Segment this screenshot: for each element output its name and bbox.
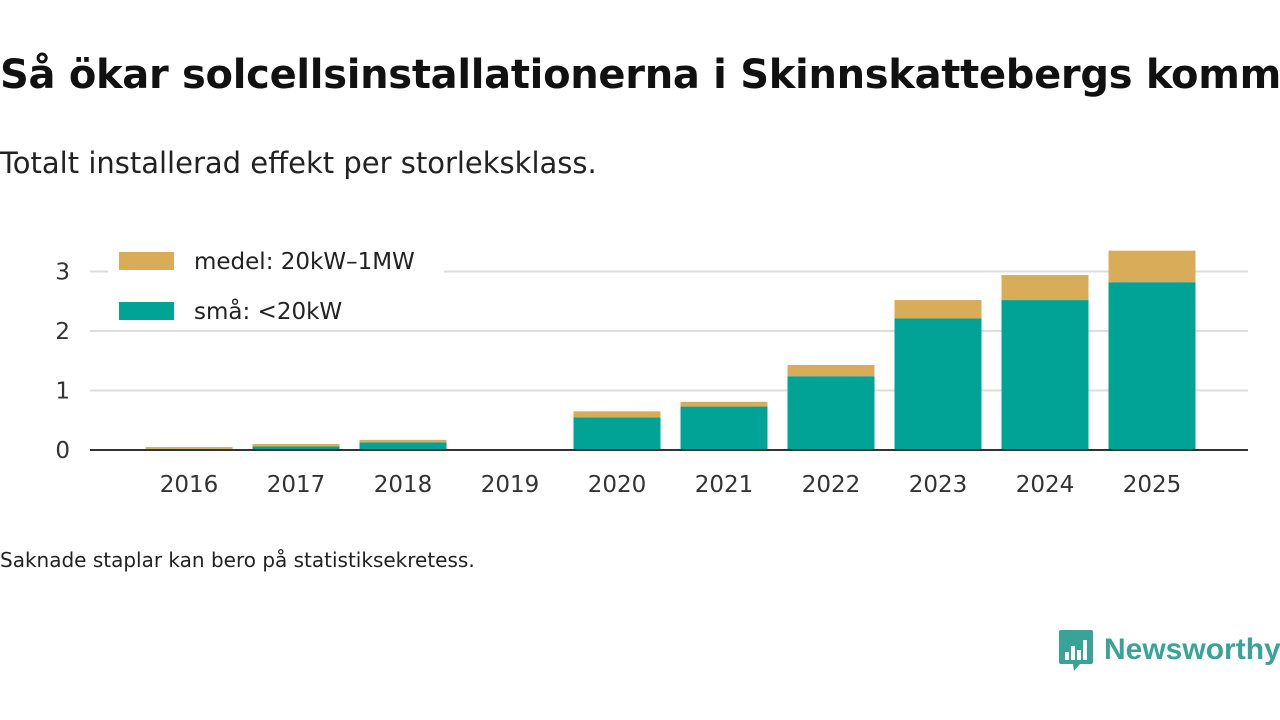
x-tick-label-2019: 2019 bbox=[481, 472, 540, 498]
x-tick-label-2025: 2025 bbox=[1123, 472, 1182, 498]
x-tick-label-2024: 2024 bbox=[1016, 472, 1075, 498]
legend-label-medel: medel: 20kW–1MW bbox=[194, 249, 415, 275]
y-tick-label-1: 1 bbox=[55, 379, 70, 405]
bar-sma-2020 bbox=[573, 417, 661, 450]
axes: 0 1 2 3 2016 2017 2018 2019 2020 2021 2022 2023 2024… bbox=[55, 260, 1248, 498]
chart-title: Så ökar solcellsinstallationerna i Skinn… bbox=[0, 52, 1280, 98]
bar-sma-2022 bbox=[787, 376, 875, 450]
bar-sma-2021 bbox=[680, 406, 768, 450]
legend-label-sma: små: <20kW bbox=[194, 297, 342, 325]
x-tick-label-2017: 2017 bbox=[267, 472, 326, 498]
newsworthy-logo-icon bbox=[1059, 630, 1093, 671]
bar-medel-2017 bbox=[252, 444, 340, 447]
newsworthy-logo[interactable]: Newsworthy bbox=[1058, 628, 1280, 672]
bar-sma-2018 bbox=[359, 442, 447, 450]
x-tick-label-2020: 2020 bbox=[588, 472, 647, 498]
bar-medel-2023 bbox=[894, 300, 982, 319]
bar-medel-2021 bbox=[680, 401, 768, 407]
x-tick-label-2021: 2021 bbox=[695, 472, 754, 498]
x-tick-label-2022: 2022 bbox=[802, 472, 861, 498]
bars bbox=[145, 250, 1196, 450]
bar-medel-2016 bbox=[145, 447, 233, 449]
y-tick-label-2: 2 bbox=[55, 319, 70, 345]
y-tick-label-0: 0 bbox=[55, 438, 70, 464]
bar-sma-2024 bbox=[1001, 300, 1089, 450]
legend: medel: 20kW–1MW små: <20kW bbox=[108, 242, 444, 328]
stacked-bar-chart: 0 1 2 3 2016 2017 2018 2019 2020 2021 2022 2023 2024… bbox=[55, 242, 1248, 498]
bar-medel-2025 bbox=[1108, 250, 1196, 283]
chart-subtitle: Totalt installerad effekt per storlekskl… bbox=[0, 146, 597, 180]
bar-sma-2017 bbox=[252, 446, 340, 450]
y-tick-label-3: 3 bbox=[55, 260, 70, 286]
bar-medel-2020 bbox=[573, 411, 661, 418]
bar-sma-2025 bbox=[1108, 282, 1196, 450]
bar-medel-2024 bbox=[1001, 275, 1089, 301]
bar-sma-2023 bbox=[894, 318, 982, 450]
bar-medel-2018 bbox=[359, 439, 447, 443]
legend-swatch-sma bbox=[119, 302, 174, 320]
legend-swatch-medel bbox=[119, 252, 174, 270]
brand-name: Newsworthy bbox=[1104, 633, 1280, 666]
x-tick-label-2018: 2018 bbox=[374, 472, 433, 498]
footnote: Saknade staplar kan bero på statistiksek… bbox=[0, 548, 475, 572]
x-tick-label-2016: 2016 bbox=[160, 472, 219, 498]
bar-medel-2022 bbox=[787, 364, 875, 377]
x-tick-label-2023: 2023 bbox=[909, 472, 968, 498]
